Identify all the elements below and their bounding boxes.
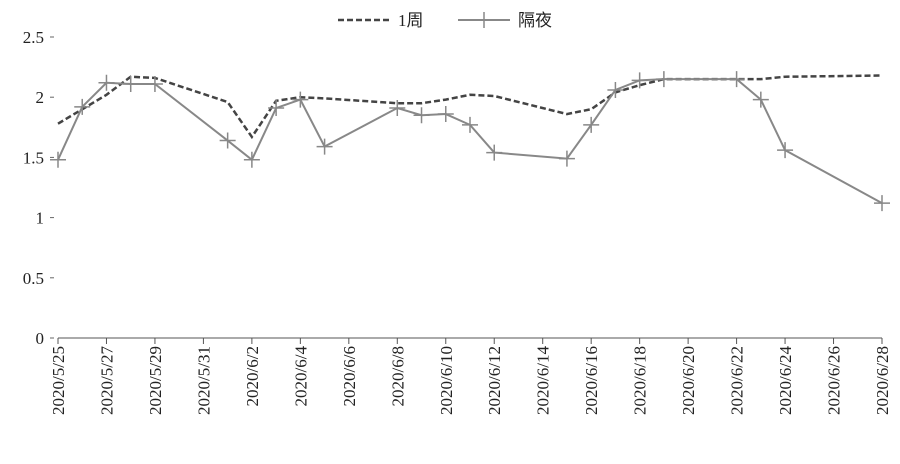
y-tick-label: 1	[36, 209, 45, 228]
y-tick-label: 0.5	[23, 269, 44, 288]
point-marker	[292, 91, 309, 108]
point-marker	[752, 91, 769, 108]
point-marker	[98, 74, 115, 91]
point-marker	[268, 100, 285, 117]
x-tick-label: 2020/6/8	[388, 346, 407, 406]
point-marker	[74, 98, 91, 115]
x-tick-label: 2020/6/24	[776, 346, 795, 415]
point-marker	[219, 132, 236, 149]
point-marker	[486, 144, 503, 161]
x-tick-label: 2020/6/20	[679, 346, 698, 415]
point-marker	[631, 72, 648, 89]
x-tick-label: 2020/6/16	[582, 346, 601, 415]
point-marker	[316, 138, 333, 155]
x-tick-label: 2020/6/10	[437, 346, 456, 415]
point-marker	[462, 116, 478, 133]
legend-marker	[476, 12, 492, 28]
y-tick-label: 0	[36, 329, 45, 348]
point-marker	[50, 151, 66, 168]
x-tick-label: 2020/5/25	[49, 346, 68, 415]
x-tick-label: 2020/5/29	[146, 346, 165, 415]
series-line	[57, 78, 883, 205]
x-tick-label: 2020/5/27	[97, 346, 116, 415]
x-tick-label: 2020/6/6	[340, 346, 359, 406]
x-tick-label: 2020/6/4	[291, 346, 310, 407]
point-marker	[607, 81, 624, 98]
point-marker	[122, 75, 139, 92]
point-marker	[728, 71, 745, 88]
y-tick-label: 2.5	[23, 28, 44, 47]
legend-label: 1周	[398, 11, 424, 30]
point-marker	[655, 71, 672, 88]
point-marker	[874, 195, 890, 212]
point-marker	[558, 150, 575, 167]
legend-label: 隔夜	[518, 11, 552, 30]
point-marker	[389, 100, 406, 117]
point-marker	[437, 106, 454, 123]
x-tick-label: 2020/6/28	[873, 346, 892, 415]
x-tick-label: 2020/6/22	[728, 346, 747, 415]
x-tick-label: 2020/6/14	[534, 346, 553, 415]
point-marker	[243, 151, 260, 168]
x-tick-label: 2020/5/31	[194, 346, 213, 415]
y-tick-label: 2	[36, 88, 45, 107]
x-tick-label: 2020/6/12	[485, 346, 504, 415]
point-marker	[413, 107, 430, 124]
x-tick-label: 2020/6/26	[825, 346, 844, 415]
x-tick-label: 2020/6/2	[243, 346, 262, 406]
point-marker	[777, 142, 794, 159]
y-tick-label: 1.5	[23, 148, 44, 167]
point-marker	[583, 116, 600, 133]
point-marker	[146, 75, 163, 92]
x-tick-label: 2020/6/18	[631, 346, 650, 415]
